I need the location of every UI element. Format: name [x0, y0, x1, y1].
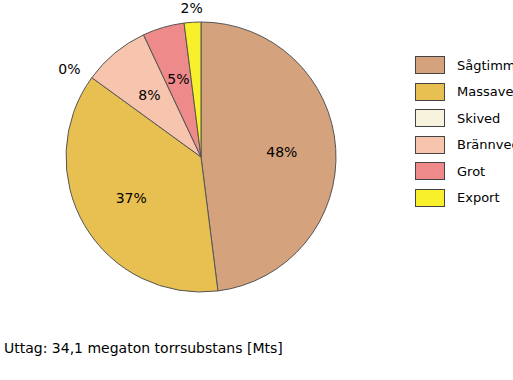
svg-text:0%: 0%: [58, 61, 80, 77]
svg-text:2%: 2%: [181, 0, 203, 16]
svg-text:5%: 5%: [167, 71, 189, 87]
html-text:Uttag: 34,1 megaton torrsubsta: Uttag: 34,1 megaton torrsubstans [Mts]: [4, 340, 283, 356]
html-text:Export: Export: [457, 190, 500, 206]
svg-text:37%: 37%: [116, 190, 147, 206]
html-text:Skived: Skived: [457, 110, 501, 126]
html-text:Grot: Grot: [457, 163, 486, 179]
svg-text:8%: 8%: [138, 87, 160, 103]
svg-text:48%: 48%: [266, 144, 297, 160]
